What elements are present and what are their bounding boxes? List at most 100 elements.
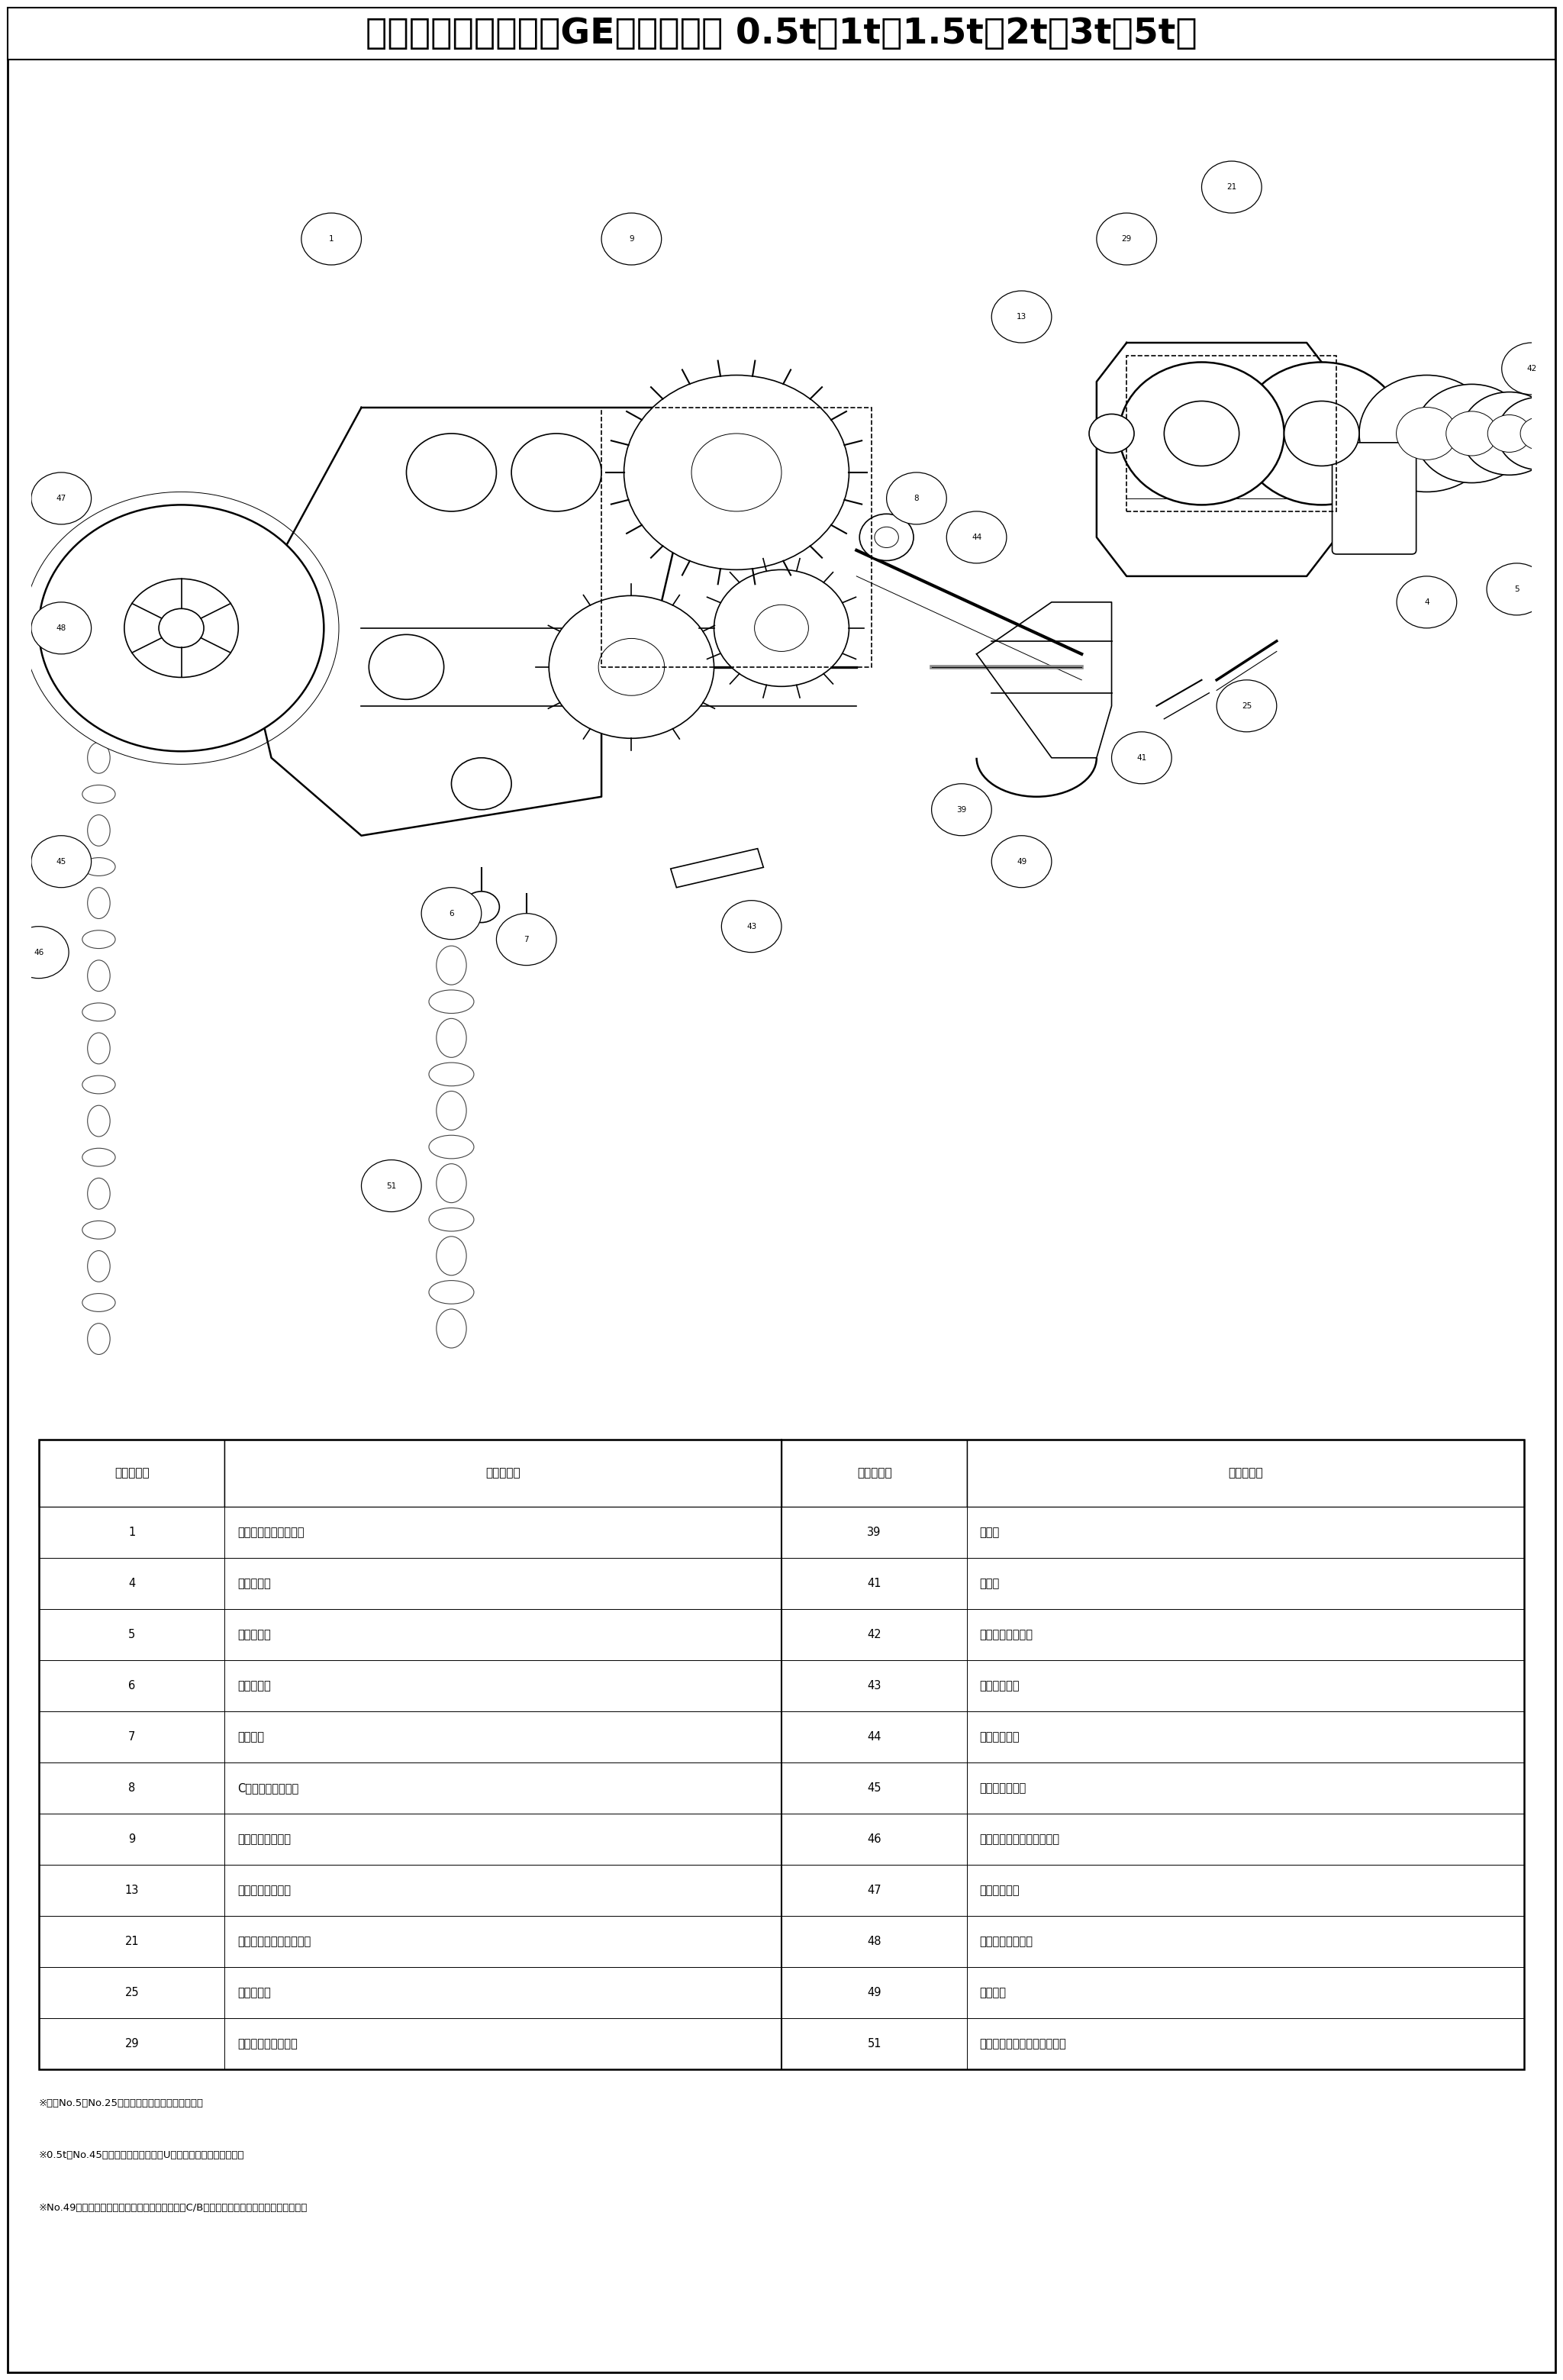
Ellipse shape (83, 1292, 116, 1311)
Text: 1: 1 (128, 1526, 136, 1537)
Text: 51: 51 (386, 1183, 397, 1190)
Text: 41: 41 (867, 1578, 882, 1590)
Text: ※部品No.5とNo.25のボルトの長さが異なります。: ※部品No.5とNo.25のボルトの長さが異なります。 (39, 2099, 203, 2109)
Text: ハンドチェーン（標準揚程）: ハンドチェーン（標準揚程） (980, 2037, 1066, 2049)
Circle shape (31, 471, 91, 524)
Circle shape (1089, 414, 1135, 452)
Bar (967, 1440, 1524, 1507)
Text: 4: 4 (128, 1578, 136, 1590)
Text: 45: 45 (56, 857, 66, 866)
Text: 5: 5 (1515, 585, 1519, 593)
Text: 25: 25 (1241, 702, 1252, 709)
Bar (967, 1559, 1524, 1609)
Text: ピニオンギヤ: ピニオンギヤ (980, 1730, 1019, 1742)
Circle shape (1239, 362, 1404, 505)
Circle shape (39, 505, 324, 752)
Ellipse shape (88, 888, 109, 919)
Circle shape (1396, 407, 1457, 459)
Bar (967, 1966, 1524, 2018)
Text: 6: 6 (449, 909, 453, 916)
Circle shape (599, 638, 664, 695)
Bar (967, 1507, 1524, 1559)
Bar (39, 1966, 225, 2018)
Circle shape (1461, 393, 1557, 476)
Bar (782, 1711, 967, 1761)
Text: 43: 43 (867, 1680, 882, 1692)
Ellipse shape (88, 1104, 109, 1138)
Text: ブレンローラセット: ブレンローラセット (238, 2037, 297, 2049)
Circle shape (452, 757, 511, 809)
Bar (967, 1866, 1524, 1916)
Bar (225, 1661, 782, 1711)
Text: 47: 47 (867, 1885, 882, 1897)
Bar (225, 1609, 782, 1661)
Text: C形止め輪（軸用）: C形止め輪（軸用） (238, 1783, 299, 1795)
Bar (967, 1814, 1524, 1866)
Bar (782, 1761, 967, 1814)
Bar (967, 1661, 1524, 1711)
Text: 割ピン: 割ピン (980, 1578, 1000, 1590)
Circle shape (755, 605, 808, 652)
Circle shape (463, 892, 500, 923)
Bar (225, 1711, 782, 1761)
Bar (782, 1609, 967, 1661)
Text: 51: 51 (867, 2037, 882, 2049)
Circle shape (991, 290, 1052, 343)
Bar (39, 1761, 225, 1814)
Bar (39, 1440, 1524, 2068)
Text: 部　品　名: 部 品 名 (486, 1468, 520, 1478)
Text: ブレン側サイドプレート: ブレン側サイドプレート (238, 1935, 311, 1947)
Circle shape (422, 888, 481, 940)
Ellipse shape (83, 857, 116, 876)
Text: 29: 29 (1122, 236, 1132, 243)
Bar (782, 1866, 967, 1916)
Circle shape (691, 433, 782, 512)
Circle shape (1415, 383, 1529, 483)
Bar (967, 1761, 1524, 1814)
Circle shape (1097, 212, 1157, 264)
Bar (39, 1866, 225, 1916)
Circle shape (1285, 402, 1360, 466)
Text: 46: 46 (867, 1833, 882, 1845)
Text: 25: 25 (125, 1987, 139, 1999)
Text: 49: 49 (867, 1987, 882, 1999)
Text: 21: 21 (125, 1935, 139, 1947)
Bar (225, 1440, 782, 1507)
Text: 六角ボルト: 六角ボルト (238, 1987, 270, 1999)
Circle shape (991, 835, 1052, 888)
Bar (782, 1814, 967, 1866)
Bar (225, 1507, 782, 1559)
Text: 41: 41 (1136, 754, 1147, 762)
Circle shape (497, 914, 556, 966)
Text: 7: 7 (128, 1730, 136, 1742)
Bar (39, 1711, 225, 1761)
Text: 六角溝付ナット: 六角溝付ナット (980, 1783, 1027, 1795)
Circle shape (1521, 416, 1558, 450)
Circle shape (602, 212, 661, 264)
Ellipse shape (428, 1135, 474, 1159)
Circle shape (1360, 376, 1494, 493)
Circle shape (875, 526, 899, 547)
Text: ブラケット: ブラケット (238, 1578, 270, 1590)
Ellipse shape (436, 1309, 466, 1347)
Circle shape (947, 512, 1007, 564)
Ellipse shape (88, 1252, 109, 1283)
Bar (782, 1559, 967, 1609)
Ellipse shape (436, 945, 466, 985)
Text: 13: 13 (125, 1885, 139, 1897)
Bar (782, 1440, 967, 1507)
Bar (39, 1609, 225, 1661)
Ellipse shape (83, 785, 116, 802)
Circle shape (860, 514, 913, 562)
Ellipse shape (88, 1033, 109, 1064)
Text: 5: 5 (128, 1628, 136, 1640)
Ellipse shape (88, 1323, 109, 1354)
Text: アジャストカラー: アジャストカラー (980, 1628, 1033, 1640)
Text: 分解図符号: 分解図符号 (114, 1468, 150, 1478)
Text: ローラピン用座金: ローラピン用座金 (238, 1885, 291, 1897)
Text: 吊り軸: 吊り軸 (980, 1526, 1000, 1537)
Bar (39, 1661, 225, 1711)
Ellipse shape (83, 1147, 116, 1166)
Circle shape (1497, 397, 1563, 469)
Text: 44: 44 (867, 1730, 882, 1742)
